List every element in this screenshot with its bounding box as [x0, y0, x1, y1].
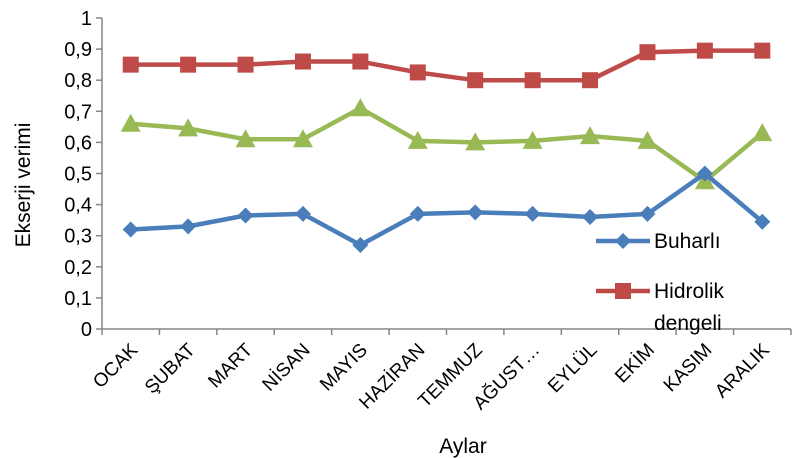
data-point-diamond	[615, 233, 631, 249]
data-point-square	[122, 56, 139, 73]
data-point-triangle	[407, 130, 428, 149]
data-point-triangle	[637, 130, 658, 149]
x-axis-title: Aylar	[439, 435, 486, 458]
x-tick-label: NİSAN	[259, 340, 315, 396]
y-tick-label: 0,3	[64, 226, 92, 248]
data-point-square	[467, 72, 484, 89]
y-tick-label: 0,4	[64, 195, 92, 217]
data-point-triangle	[752, 123, 773, 142]
data-point-square	[180, 56, 197, 73]
x-tick-label: MAYIS	[316, 340, 372, 396]
legend-item: Buharlı	[596, 230, 721, 253]
data-point-diamond	[237, 207, 254, 224]
data-point-diamond	[122, 221, 139, 238]
y-axis-title: Ekserji verimi	[12, 123, 35, 248]
data-point-diamond	[582, 209, 599, 226]
y-tick-label: 0	[81, 319, 92, 341]
data-point-square	[409, 64, 426, 81]
data-point-triangle	[580, 126, 601, 145]
data-point-diamond	[524, 205, 541, 222]
series-line	[130, 171, 764, 248]
data-point-diamond	[352, 237, 369, 254]
data-point-triangle	[235, 129, 256, 148]
data-point-diamond	[696, 165, 713, 182]
y-tick-label: 0,9	[64, 39, 92, 61]
data-point-triangle	[120, 113, 141, 132]
x-tick-label: KASIM	[660, 340, 717, 397]
y-tick-label: 0,6	[64, 132, 92, 154]
data-point-triangle	[292, 129, 313, 148]
data-point-square	[615, 283, 631, 299]
y-tick-label: 0,7	[64, 101, 92, 123]
x-axis-tickmarks	[101, 329, 792, 335]
x-tick-label: ARALIK	[711, 339, 774, 402]
x-tick-label: ŞUBAT	[141, 339, 200, 398]
series-3	[120, 98, 773, 190]
data-point-square	[294, 53, 311, 70]
data-point-triangle	[178, 118, 199, 137]
legend: Buharlı Hidrolik dengeli	[596, 230, 725, 335]
y-tick-label: 0,1	[64, 288, 92, 310]
x-tick-label: EYLÜL	[544, 340, 601, 397]
data-point-triangle	[465, 132, 486, 151]
data-point-square	[696, 42, 713, 59]
data-point-diamond	[754, 213, 771, 230]
series-2	[122, 42, 771, 89]
y-axis-ticks: 0 0,1 0,2 0,3 0,4 0,5 0,6 0,7 0,8 0,9 1	[64, 8, 102, 341]
data-point-square	[639, 44, 656, 61]
data-point-diamond	[409, 205, 426, 222]
legend-item: Hidrolik dengeli	[596, 280, 725, 335]
data-point-diamond	[294, 205, 311, 222]
y-tick-label: 1	[81, 8, 92, 30]
data-point-diamond	[639, 205, 656, 222]
data-point-square	[524, 72, 541, 89]
data-point-square	[754, 42, 771, 59]
series-line	[130, 105, 764, 184]
x-tick-label: MART	[204, 339, 257, 392]
series-line	[130, 48, 763, 83]
x-tick-label: OCAK	[89, 339, 142, 392]
data-point-diamond	[180, 218, 197, 235]
data-point-square	[237, 56, 254, 73]
series-1	[122, 165, 771, 254]
x-tick-label: EKİM	[611, 340, 659, 388]
data-point-diamond	[467, 204, 484, 221]
data-point-triangle	[350, 98, 371, 117]
y-tick-label: 0,5	[64, 164, 92, 186]
y-tick-label: 0,8	[64, 70, 92, 92]
legend-label: Buharlı	[654, 230, 721, 253]
legend-label: Hidrolik dengeli	[654, 280, 725, 335]
series-group	[120, 42, 773, 254]
data-point-square	[582, 72, 599, 89]
data-point-triangle	[522, 130, 543, 149]
data-point-square	[352, 53, 369, 70]
y-tick-label: 0,2	[64, 257, 92, 279]
